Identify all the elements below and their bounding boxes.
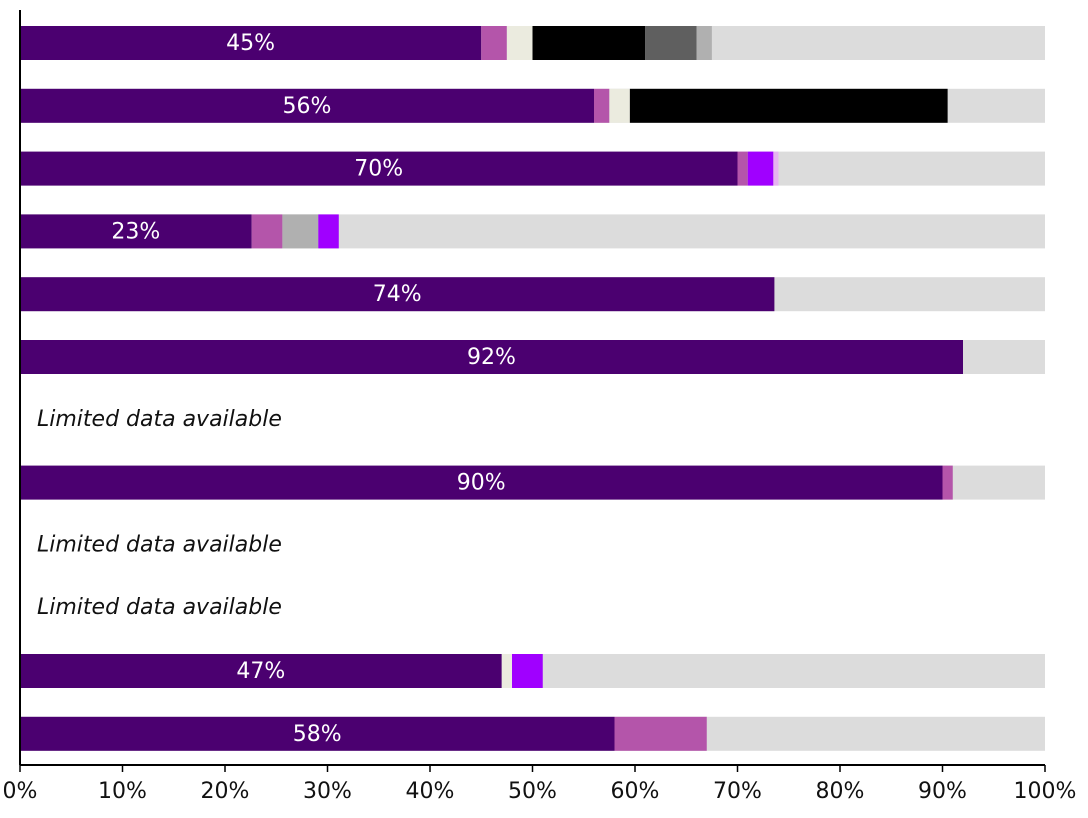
bar-segment — [629, 88, 948, 123]
value-label: 56% — [283, 94, 332, 119]
bar-segment — [282, 214, 319, 249]
bar-segment — [20, 151, 738, 186]
bar-segment — [20, 654, 502, 688]
bar-segment — [506, 26, 533, 60]
value-label: 47% — [236, 659, 285, 684]
bar-segment — [20, 277, 775, 312]
bar-segment — [737, 151, 748, 186]
bar-segment — [512, 654, 543, 688]
bar-segment — [20, 214, 252, 249]
bar-segment — [773, 151, 779, 186]
bar-segment — [318, 214, 339, 249]
value-label: 92% — [467, 345, 516, 370]
bar-segment — [614, 716, 707, 751]
x-tick-label: 90% — [918, 779, 967, 804]
x-tick-label: 30% — [303, 779, 352, 804]
bar-segment — [609, 88, 630, 123]
bar-segment — [20, 716, 615, 751]
bar-segment — [20, 340, 963, 374]
x-tick-label: 20% — [201, 779, 250, 804]
x-tick-label: 10% — [98, 779, 147, 804]
bar-segment — [942, 465, 953, 500]
bar-segment — [20, 88, 594, 123]
value-label: 58% — [293, 722, 342, 747]
bar-segment — [532, 26, 646, 60]
row-note: Limited data available — [37, 407, 282, 432]
x-tick-label: 80% — [816, 779, 865, 804]
value-label: 23% — [111, 219, 160, 244]
x-tick-label: 100% — [1014, 779, 1077, 804]
row-note: Limited data available — [37, 595, 282, 620]
value-label: 90% — [457, 471, 506, 496]
bar-segment — [251, 214, 283, 249]
x-tick-label: 70% — [713, 779, 762, 804]
x-tick-label: 0% — [3, 779, 38, 804]
x-tick-label: 40% — [406, 779, 455, 804]
bar-segment — [501, 654, 512, 688]
value-label: 74% — [373, 282, 422, 307]
x-tick-label: 60% — [611, 779, 660, 804]
bar-segment — [747, 151, 774, 186]
bar-segment — [20, 26, 482, 60]
bar-segment — [481, 26, 507, 60]
x-tick-label: 50% — [508, 779, 557, 804]
row-note: Limited data available — [37, 532, 282, 557]
bar-segment — [645, 26, 697, 60]
bar-segment — [696, 26, 712, 60]
value-label: 70% — [354, 157, 403, 182]
value-label: 45% — [226, 31, 275, 56]
bar-segment — [594, 88, 610, 123]
bar-segment — [20, 465, 943, 500]
